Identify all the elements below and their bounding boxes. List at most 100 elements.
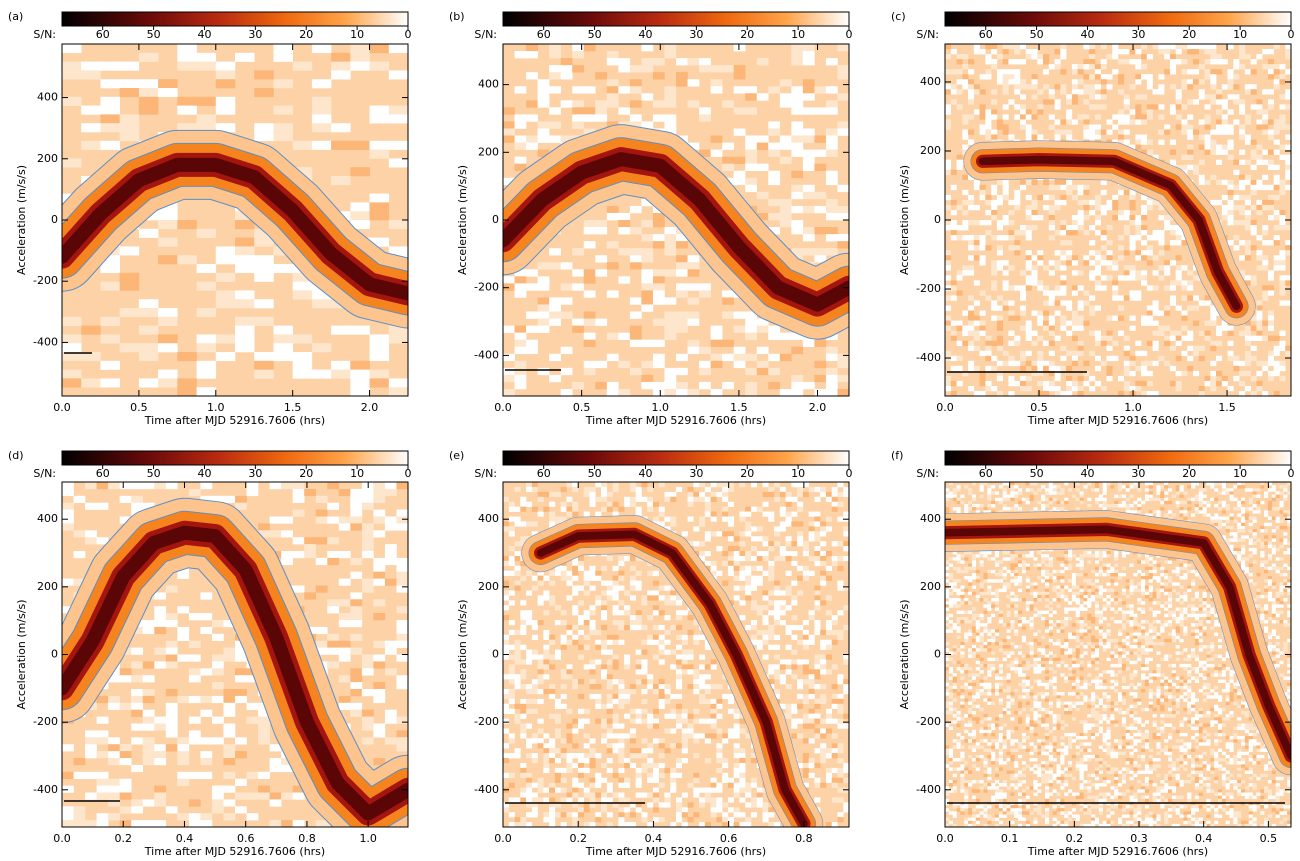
noise-cell [641,817,648,823]
noise-cell [572,248,585,256]
noise-cell [629,248,642,256]
noise-cell [624,605,631,611]
noise-cell [774,610,781,616]
noise-cell [652,787,659,793]
noise-cell [1152,390,1159,396]
noise-cell [514,629,521,636]
noise-cell [641,748,648,754]
noise-cell [745,822,752,827]
noise-cell [508,738,515,744]
noise-cell [979,255,986,261]
colorbar-tick-label: 30 [1131,28,1145,41]
noise-cell [1043,325,1050,331]
noise-cell [687,297,700,305]
noise-cell [560,516,567,522]
noise-cell [1054,265,1061,271]
noise-cell [361,578,374,586]
noise-cell [991,280,998,286]
noise-cell [1256,235,1263,241]
noise-cell [601,482,608,488]
noise-cell [745,511,752,517]
noise-cell [704,531,711,537]
noise-cell [618,782,625,788]
noise-cell [1227,189,1234,196]
noise-cell [1112,340,1119,347]
noise-cell [1158,204,1165,211]
noise-cell [962,199,969,206]
noise-cell [235,640,247,648]
noise-cell [693,684,700,690]
noise-cell [1244,159,1251,165]
noise-cell [165,716,178,724]
noise-cell [1267,275,1274,281]
noise-cell [979,330,986,336]
noise-cell [652,767,659,774]
noise-cell [1244,89,1251,95]
noise-cell [768,664,775,670]
noise-cell [154,592,167,600]
noise-cell [756,506,763,512]
noise-cell [1071,260,1078,266]
noise-cell [560,639,567,645]
noise-cell [779,546,786,552]
noise-cell [1043,99,1050,105]
noise-cell [704,501,711,507]
noise-cell [373,723,386,731]
plot-area [503,482,849,827]
noise-cell [1112,290,1119,296]
noise-cell [1077,340,1084,347]
noise-cell [119,702,132,710]
noise-cell [704,698,711,705]
noise-cell [1106,54,1113,60]
noise-cell [554,565,561,572]
noise-cell [1118,134,1125,140]
noise-cell [1037,104,1044,110]
noise-cell [710,812,717,818]
noise-cell [945,204,952,211]
noise-cell [1279,265,1286,271]
noise-cell [1244,360,1251,367]
noise-cell [1135,59,1142,65]
noise-cell [384,578,397,586]
noise-cell [177,813,190,821]
noise-cell [693,689,700,695]
noise-cell [572,787,579,793]
noise-cell [1123,94,1130,100]
noise-cell [572,86,585,94]
noise-cell [601,615,608,621]
noise-cell [543,812,550,818]
noise-cell [520,644,527,650]
noise-cell [537,276,550,284]
noise-cell [768,629,775,636]
noise-cell [138,325,159,335]
noise-cell [223,758,236,766]
noise-cell [1204,59,1211,65]
noise-cell [396,626,408,635]
noise-cell [1129,325,1136,331]
noise-cell [1285,245,1291,251]
noise-cell [629,689,636,695]
noise-cell [177,123,197,133]
noise-cell [85,771,97,779]
noise-cell [1112,194,1119,201]
noise-cell [601,733,608,739]
noise-cell [388,378,408,388]
noise-cell [1089,295,1096,301]
noise-cell [503,521,510,527]
noise-cell [1048,300,1055,306]
noise-cell [733,156,746,164]
noise-cell [572,802,579,808]
noise-cell [676,615,683,621]
noise-cell [531,802,538,808]
noise-cell [1216,355,1223,362]
noise-cell [676,610,683,616]
noise-cell [1043,265,1050,271]
noise-cell [1146,245,1153,251]
noise-cell [526,346,538,355]
noise-cell [1181,310,1188,316]
noise-cell [962,149,969,155]
noise-cell [1244,320,1251,326]
noise-cell [1158,275,1165,281]
noise-cell [1054,385,1061,392]
noise-cell [652,114,665,122]
